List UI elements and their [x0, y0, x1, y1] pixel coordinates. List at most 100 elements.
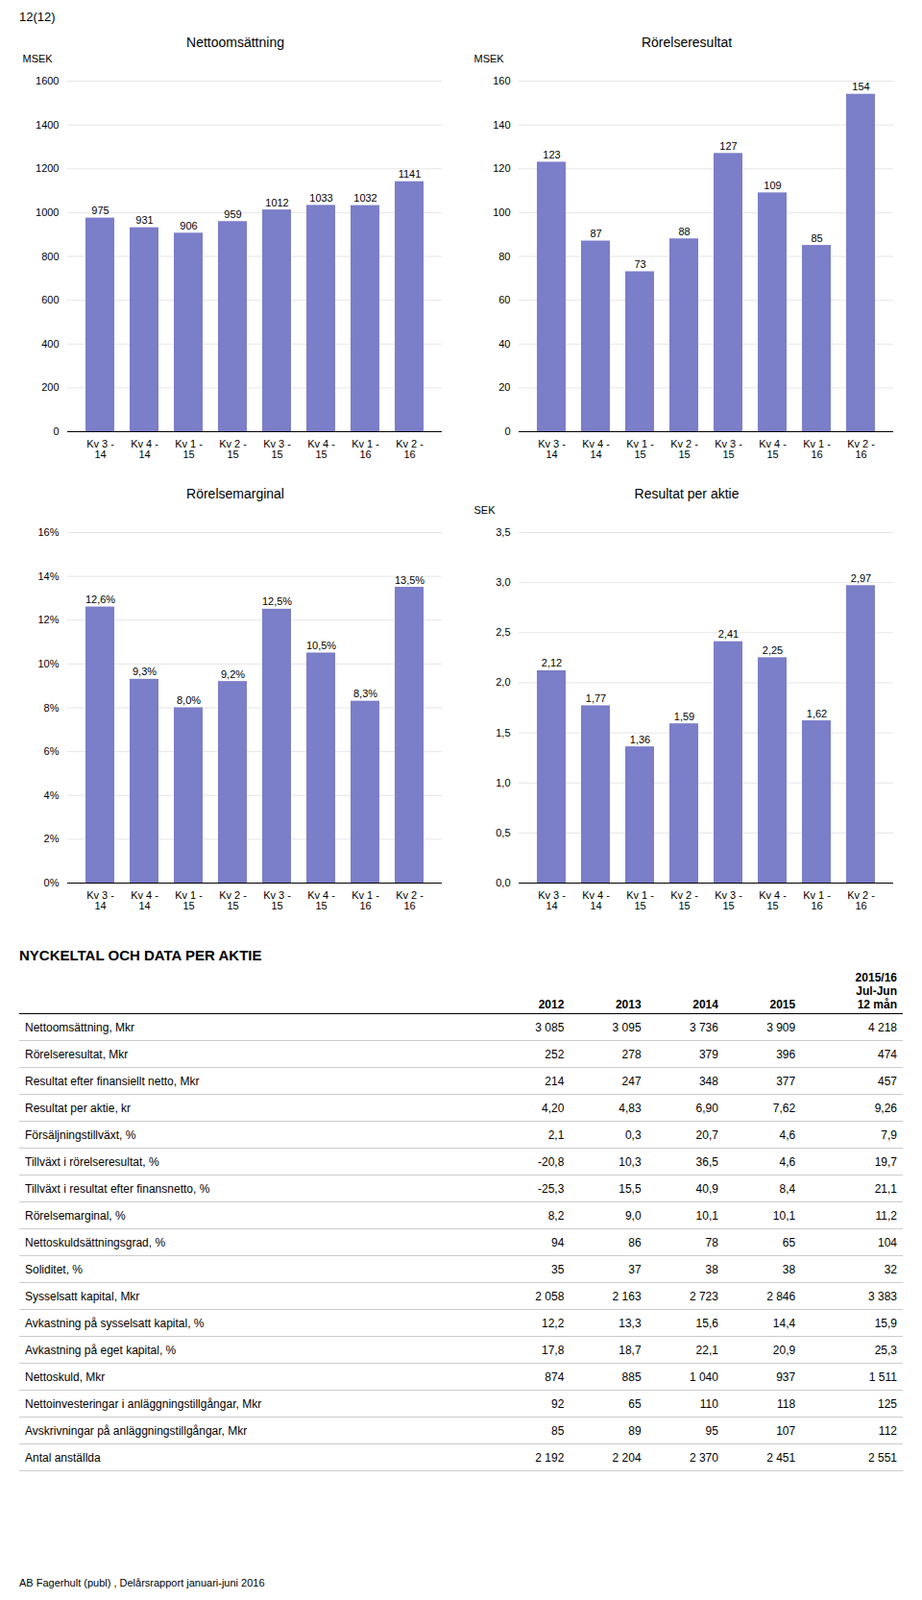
svg-text:2,25: 2,25 [762, 644, 783, 656]
svg-text:Kv 1 -15: Kv 1 -15 [626, 437, 655, 461]
svg-text:1,59: 1,59 [674, 710, 695, 723]
svg-text:0: 0 [52, 425, 59, 437]
svg-text:800: 800 [41, 250, 59, 263]
svg-text:87: 87 [589, 227, 602, 240]
svg-text:140: 140 [492, 119, 510, 131]
svg-text:2%: 2% [44, 832, 60, 845]
svg-text:Kv 2 -15: Kv 2 -15 [218, 437, 247, 461]
svg-text:600: 600 [41, 293, 59, 306]
svg-text:931: 931 [135, 214, 153, 226]
svg-text:1,62: 1,62 [806, 707, 827, 720]
svg-text:4%: 4% [44, 789, 60, 801]
svg-text:73: 73 [633, 258, 646, 270]
svg-text:Kv 3 -15: Kv 3 -15 [263, 889, 292, 912]
svg-text:Kv 2 -15: Kv 2 -15 [670, 437, 699, 461]
svg-text:12,6%: 12,6% [85, 593, 116, 606]
svg-text:0%: 0% [44, 876, 60, 889]
svg-text:Kv 2 -16: Kv 2 -16 [395, 437, 424, 461]
svg-text:959: 959 [223, 208, 242, 220]
svg-text:Kv 4 -14: Kv 4 -14 [582, 437, 610, 461]
svg-text:Kv 2 -15: Kv 2 -15 [218, 889, 247, 912]
svg-text:9,2%: 9,2% [220, 668, 245, 680]
svg-text:12,5%: 12,5% [262, 595, 292, 607]
svg-text:Kv 3 -15: Kv 3 -15 [714, 889, 743, 912]
svg-text:1033: 1033 [309, 192, 333, 204]
svg-text:Kv 3 -14: Kv 3 -14 [537, 889, 566, 912]
svg-text:13,5%: 13,5% [394, 574, 425, 586]
svg-text:1141: 1141 [398, 168, 422, 180]
svg-text:Kv 3 -14: Kv 3 -14 [86, 889, 115, 912]
svg-text:123: 123 [542, 148, 560, 161]
svg-text:Kv 3 -15: Kv 3 -15 [714, 437, 743, 461]
svg-text:8,3%: 8,3% [353, 687, 378, 700]
svg-text:154: 154 [851, 80, 870, 93]
svg-text:Kv 1 -16: Kv 1 -16 [802, 889, 831, 912]
svg-text:3,0: 3,0 [495, 576, 510, 588]
svg-text:Kv 3 -14: Kv 3 -14 [86, 437, 115, 461]
svg-text:0: 0 [504, 425, 510, 437]
svg-text:MSEK: MSEK [474, 52, 506, 65]
svg-text:127: 127 [719, 140, 737, 152]
svg-text:9,3%: 9,3% [132, 665, 157, 678]
svg-text:6%: 6% [44, 745, 60, 757]
svg-text:200: 200 [41, 381, 59, 393]
svg-text:8%: 8% [44, 702, 60, 714]
svg-text:14%: 14% [37, 570, 59, 583]
svg-text:Kv 1 -16: Kv 1 -16 [802, 437, 831, 461]
svg-text:80: 80 [498, 250, 510, 263]
svg-text:2,5: 2,5 [495, 626, 510, 638]
svg-text:Kv 4 -14: Kv 4 -14 [130, 889, 159, 912]
svg-text:1600: 1600 [35, 74, 59, 87]
svg-text:Kv 1 -15: Kv 1 -15 [626, 889, 655, 912]
svg-text:Kv 4 -15: Kv 4 -15 [307, 437, 336, 461]
svg-text:400: 400 [41, 338, 59, 350]
svg-text:1032: 1032 [353, 192, 377, 204]
svg-text:40: 40 [498, 338, 510, 350]
svg-text:1012: 1012 [265, 196, 289, 209]
svg-text:16%: 16% [37, 526, 59, 538]
svg-text:Kv 1 -15: Kv 1 -15 [174, 437, 203, 461]
svg-text:1,77: 1,77 [585, 692, 607, 704]
svg-text:10%: 10% [37, 657, 59, 670]
svg-text:85: 85 [810, 232, 823, 244]
svg-text:Kv 4 -15: Kv 4 -15 [758, 437, 787, 461]
svg-text:1,5: 1,5 [495, 727, 510, 739]
svg-text:Kv 4 -15: Kv 4 -15 [758, 889, 787, 912]
svg-text:1,36: 1,36 [630, 733, 651, 746]
svg-text:1200: 1200 [35, 162, 59, 174]
svg-text:Kv 2 -16: Kv 2 -16 [847, 889, 875, 912]
svg-text:0,5: 0,5 [495, 826, 510, 839]
svg-text:109: 109 [763, 179, 781, 192]
svg-text:2,41: 2,41 [718, 628, 739, 640]
svg-text:88: 88 [678, 225, 690, 238]
svg-text:Kv 1 -16: Kv 1 -16 [351, 437, 380, 461]
svg-text:12%: 12% [37, 613, 59, 626]
svg-text:Kv 1 -15: Kv 1 -15 [174, 889, 203, 912]
svg-text:160: 160 [492, 74, 510, 87]
svg-text:8,0%: 8,0% [176, 694, 201, 706]
svg-text:2,0: 2,0 [495, 676, 510, 688]
svg-text:Kv 4 -15: Kv 4 -15 [307, 889, 336, 912]
svg-text:1000: 1000 [35, 206, 59, 219]
svg-text:SEK: SEK [474, 504, 497, 516]
svg-text:Kv 2 -16: Kv 2 -16 [847, 437, 875, 461]
svg-text:Kv 4 -14: Kv 4 -14 [582, 889, 610, 912]
svg-text:0,0: 0,0 [495, 876, 510, 889]
svg-text:1,0: 1,0 [495, 776, 510, 789]
svg-text:Kv 1 -16: Kv 1 -16 [351, 889, 380, 912]
svg-text:1400: 1400 [35, 119, 59, 131]
svg-text:Kv 3 -14: Kv 3 -14 [537, 437, 566, 461]
svg-text:906: 906 [179, 219, 197, 232]
svg-text:Kv 3 -15: Kv 3 -15 [263, 437, 292, 461]
svg-text:Kv 2 -16: Kv 2 -16 [395, 889, 424, 912]
svg-text:MSEK: MSEK [23, 52, 54, 65]
svg-text:120: 120 [492, 162, 510, 174]
svg-text:2,12: 2,12 [541, 656, 562, 669]
svg-text:Kv 2 -15: Kv 2 -15 [670, 889, 699, 912]
svg-text:Kv 4 -14: Kv 4 -14 [130, 437, 159, 461]
svg-text:3,5: 3,5 [495, 526, 510, 538]
svg-text:100: 100 [492, 206, 510, 219]
svg-text:20: 20 [498, 381, 510, 393]
svg-text:2,97: 2,97 [850, 572, 872, 584]
svg-text:10,5%: 10,5% [306, 639, 337, 652]
